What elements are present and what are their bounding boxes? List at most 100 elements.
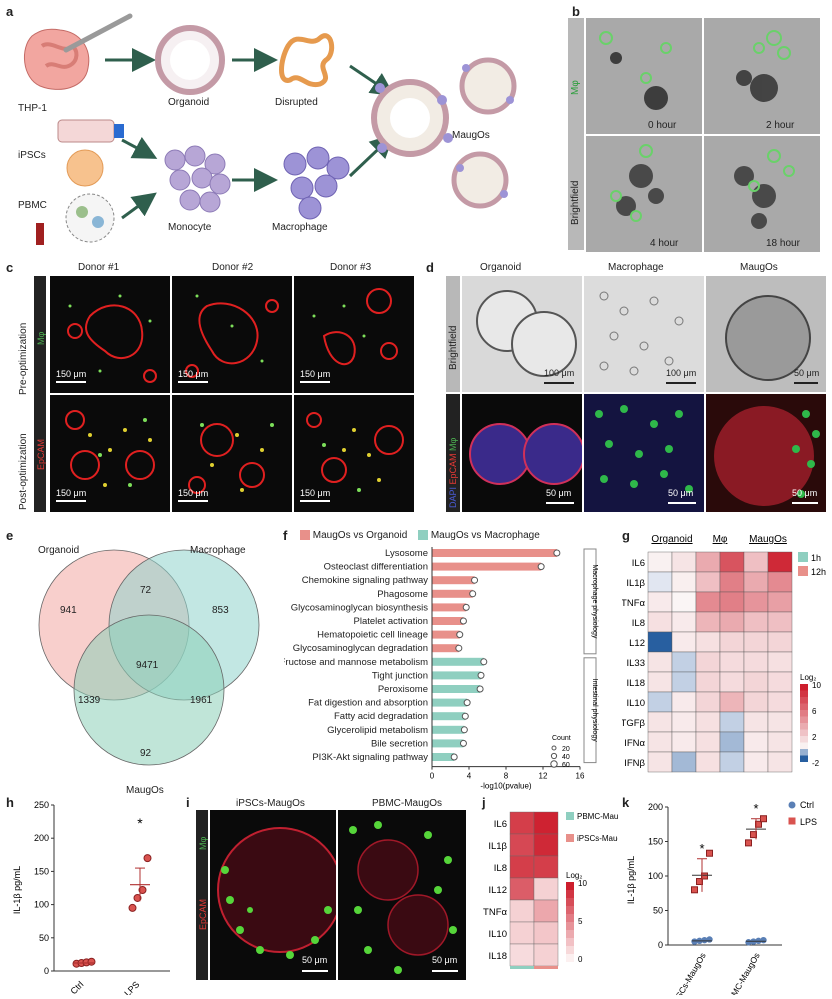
- g-colorbar-step: [800, 703, 808, 710]
- scale-d-bf-2: 100 μm: [666, 368, 697, 378]
- scale-d-bf-3: 50 μm: [794, 368, 820, 378]
- disrupted-illustration: [279, 33, 335, 88]
- count-organoid-only: 941: [60, 605, 77, 616]
- f-legend: MaugOs vs Organoid MaugOs vs Macrophage: [300, 530, 540, 541]
- j-heat-cell: [509, 811, 535, 835]
- g-colorbar-tick: 6: [812, 707, 817, 716]
- f-bar: [432, 725, 465, 734]
- j-heat-cell: [533, 833, 559, 857]
- h-y-tick-label: 250: [34, 800, 49, 810]
- scale-c-d2-post: 150 μm: [178, 488, 209, 498]
- scale-i-1: 50 μm: [302, 955, 328, 965]
- f-size-legend-dot: [550, 760, 558, 768]
- organoid-fluorescence: 50 μm: [462, 394, 582, 512]
- cytokine-heatmap-j: IL6 IL1β IL8 IL12 TNFα IL10 IL18 PBMC-MaugOs iPS…: [483, 811, 618, 969]
- panel-d-bf-strip: [446, 276, 460, 392]
- g-heat-cell: [743, 571, 769, 593]
- j-colorbar-step: [566, 882, 574, 890]
- g-row-label: IL10: [627, 698, 646, 709]
- f-group-box-1: [583, 548, 597, 655]
- panel-i-channel-strip: [196, 810, 208, 980]
- timelapse-4h: 4 hour: [586, 136, 702, 252]
- g-heat-cell: [743, 751, 769, 773]
- j-colorbar-step: [566, 914, 574, 922]
- g-heat-cell: [767, 731, 793, 753]
- f-term-label: Platelet activation: [354, 616, 428, 627]
- h-x-tick-label: Ctrl: [68, 979, 85, 995]
- intestine-illustration: [23, 28, 90, 90]
- j-colorbar-step: [566, 890, 574, 898]
- j-col-bar-ipscs: [534, 966, 558, 969]
- g-heat-cell: [743, 591, 769, 613]
- panel-label-b: b: [572, 4, 580, 19]
- g-heat-cell: [767, 551, 793, 573]
- f-count-dot: [480, 658, 488, 666]
- j-heat-cell: [533, 899, 559, 923]
- f-bar: [432, 712, 466, 721]
- stage-organoid: Organoid: [168, 97, 210, 108]
- venn-label-organoid: Organoid: [38, 545, 80, 556]
- j-legend-ipscs: iPSCs-MaugOs: [577, 834, 618, 843]
- f-count-dot: [471, 576, 479, 584]
- g-row-label: TGFβ: [622, 718, 646, 729]
- macrophage-fluorescence: 50 μm: [584, 394, 704, 512]
- f-count-dot: [459, 739, 467, 747]
- f-term-label: Bile secretion: [371, 738, 428, 749]
- f-count-dot: [476, 685, 484, 693]
- f-count-dot: [461, 712, 469, 720]
- timelapse-2h: 2 hour: [704, 18, 820, 134]
- g-colorbar-title: Log₂: [800, 673, 816, 682]
- f-x-tick-label: 16: [576, 772, 585, 781]
- g-heat-cell: [695, 611, 721, 633]
- g-group-label: Mφ: [713, 534, 728, 545]
- g-colorbar-step: [800, 710, 808, 717]
- f-term-label: Chemokine signaling pathway: [302, 575, 428, 586]
- f-legend-macrophage: MaugOs vs Macrophage: [430, 530, 540, 541]
- venn-maugos: [73, 614, 225, 766]
- scale-i-2: 50 μm: [432, 955, 458, 965]
- panel-i-label-epcam: EpCAM: [198, 898, 208, 930]
- f-size-legend-label: 20: [562, 746, 570, 753]
- col-macrophage: Macrophage: [608, 262, 664, 273]
- f-bar: [432, 576, 475, 585]
- h-point: [133, 893, 142, 902]
- j-colorbar-step: [566, 922, 574, 930]
- panel-c-label-mp: Mφ: [36, 331, 46, 345]
- j-colorbar-tick: 0: [578, 955, 583, 964]
- ipsc-illustration: [66, 149, 104, 187]
- count-all: 9471: [136, 660, 159, 671]
- f-group-box-2: [583, 657, 597, 764]
- g-heat-cell: [671, 571, 697, 593]
- f-bar: [432, 589, 473, 598]
- scale-d-fl-1: 50 μm: [546, 488, 572, 498]
- k-y-tick-label: 100: [648, 871, 663, 881]
- j-row-label: IL6: [494, 819, 507, 830]
- macrophage-illustration: [283, 146, 350, 220]
- j-heat-cell: [509, 943, 535, 967]
- panel-c-label-epcam: EpCAM: [36, 438, 46, 470]
- f-term-label: Hematopoietic cell lineage: [317, 630, 428, 641]
- k-point-ctrl: [745, 939, 752, 946]
- j-row-label: IL10: [489, 929, 508, 940]
- j-heat-cell: [533, 921, 559, 945]
- g-colorbar-step: [800, 736, 808, 743]
- pbmc-maugos-image: 50 μm: [338, 810, 466, 980]
- enrichment-bar-chart: Lysosome Osteoclast differentiation Chemok…: [284, 547, 598, 791]
- monocyte-illustration: [164, 145, 231, 213]
- organoid-brightfield: 100 μm: [462, 276, 582, 392]
- g-heat-cell: [695, 551, 721, 573]
- count-org-maug: 1339: [78, 695, 101, 706]
- g-heat-cell: [695, 651, 721, 673]
- ipscs-maugos-image: 50 μm: [210, 810, 336, 980]
- g-heat-cell: [647, 611, 673, 633]
- donor1-pre-image: 150 μm: [50, 276, 170, 393]
- donor1-post-image: 150 μm: [50, 395, 170, 512]
- g-group-label: Organoid: [651, 534, 692, 545]
- h-y-tick-label: 0: [44, 966, 49, 976]
- g-heat-cell: [719, 731, 745, 753]
- k-legend-ctrl-marker: [788, 801, 796, 809]
- f-term-label: Glycosaminoglycan degradation: [293, 643, 428, 654]
- g-heat-cell: [671, 731, 697, 753]
- g-heat-cell: [719, 651, 745, 673]
- time-2h: 2 hour: [766, 120, 795, 131]
